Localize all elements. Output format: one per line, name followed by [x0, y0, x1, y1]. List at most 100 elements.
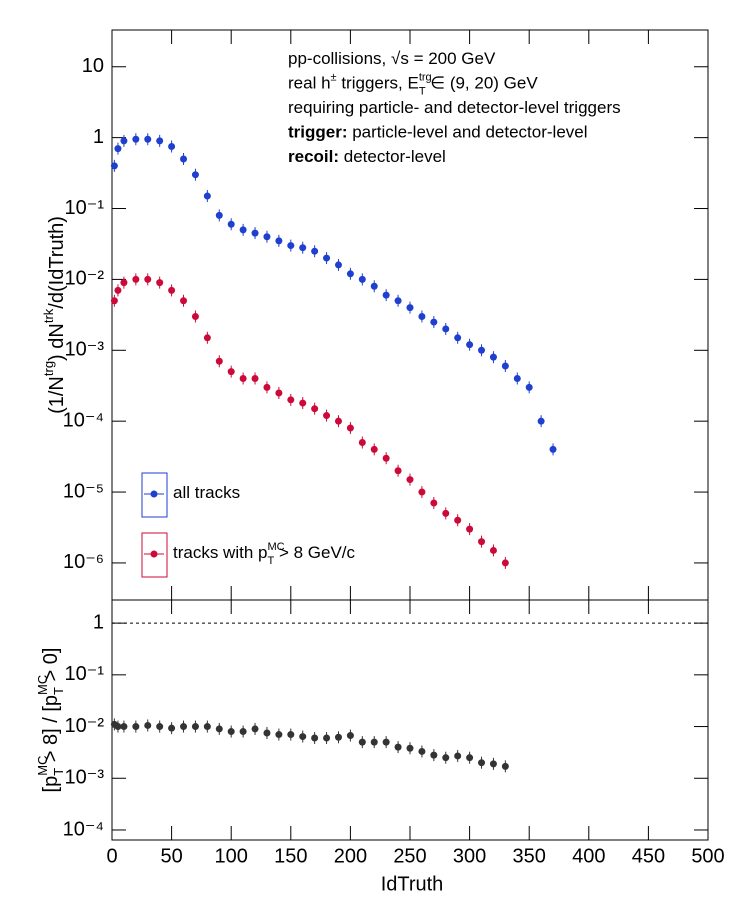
- data-point: [191, 312, 199, 320]
- text-part: recoil:: [288, 147, 339, 166]
- x-tick-label: 500: [691, 845, 724, 867]
- data-point: [203, 334, 211, 342]
- data-point: [442, 754, 450, 762]
- y-tick-label: 10⁻⁴: [63, 409, 104, 431]
- data-point: [227, 220, 235, 228]
- data-point: [203, 723, 211, 731]
- data-point: [251, 374, 259, 382]
- text-part: pp-collisions,: [288, 49, 391, 68]
- data-point: [501, 559, 509, 567]
- x-tick-label: 350: [513, 845, 546, 867]
- data-point: [394, 297, 402, 305]
- y-tick-label: 10⁻⁵: [63, 480, 104, 502]
- data-point: [466, 754, 474, 762]
- text-part: √s: [391, 49, 409, 68]
- data-point: [287, 396, 295, 404]
- data-point: [156, 723, 164, 731]
- data-point: [406, 476, 414, 484]
- data-point: [239, 728, 247, 736]
- text-part: trg: [419, 72, 432, 84]
- data-point: [382, 738, 390, 746]
- text-part: MC: [267, 541, 284, 553]
- rich-text: (1/Ntrg) dNtrk/d(IdTruth): [41, 216, 68, 414]
- text-part: ±: [331, 72, 337, 84]
- data-point: [513, 374, 521, 382]
- data-point: [227, 728, 235, 736]
- text-part: trg: [41, 361, 56, 376]
- x-tick-label: 300: [453, 845, 486, 867]
- data-point: [346, 732, 354, 740]
- text-part: all tracks: [173, 483, 240, 502]
- data-point: [430, 499, 438, 507]
- data-point: [110, 162, 118, 170]
- text-part: (1/N: [46, 376, 68, 414]
- y-tick-label: 10: [82, 55, 104, 77]
- data-point: [156, 137, 164, 145]
- data-point: [501, 362, 509, 370]
- x-tick-label: 450: [632, 845, 665, 867]
- y-tick-label: 10⁻³: [65, 339, 105, 361]
- text-part: T: [267, 555, 274, 567]
- text-part: T: [51, 768, 66, 776]
- data-point: [537, 417, 545, 425]
- data-point: [299, 244, 307, 252]
- data-point: [263, 729, 271, 737]
- rich-text: pp-collisions, √s = 200 GeV: [288, 49, 496, 68]
- y-tick-label: 10⁻¹: [65, 663, 105, 685]
- data-point: [180, 723, 188, 731]
- text-part: trigger:: [288, 123, 348, 142]
- rich-text: real h± triggers, Etrg T ∈ (9, 20) GeV: [288, 72, 538, 98]
- data-point: [311, 734, 319, 742]
- data-point: [323, 734, 331, 742]
- data-point: [358, 439, 366, 447]
- data-point: [275, 389, 283, 397]
- data-point: [180, 297, 188, 305]
- data-point: [132, 275, 140, 283]
- text-part: [p: [40, 776, 62, 793]
- text-part: trk: [41, 308, 56, 323]
- data-point: [191, 723, 199, 731]
- y-tick-label: 10⁻²: [65, 268, 105, 290]
- data-point: [382, 454, 390, 462]
- text-part: particle-level and detector-level: [348, 123, 588, 142]
- data-point: [144, 275, 152, 283]
- data-point: [549, 445, 557, 453]
- data-point: [489, 353, 497, 361]
- data-point: [454, 752, 462, 760]
- data-point: [287, 242, 295, 250]
- data-point: [430, 751, 438, 759]
- data-point: [299, 733, 307, 741]
- data-point: [418, 488, 426, 496]
- text-part: triggers, E: [337, 74, 419, 93]
- data-point: [478, 346, 486, 354]
- data-point: [144, 721, 152, 729]
- legend-marker: [150, 550, 158, 558]
- data-point: [215, 725, 223, 733]
- data-point: [334, 417, 342, 425]
- text-part: T: [419, 85, 426, 97]
- text-part: T: [51, 687, 66, 695]
- rich-text: [pMCT > 8] / [pMCT > 0]: [35, 648, 66, 793]
- x-tick-label: 200: [334, 845, 367, 867]
- x-tick-label: 0: [106, 845, 117, 867]
- y-tick-label: 10⁻⁶: [63, 551, 104, 573]
- rich-text: requiring particle- and detector-level t…: [288, 98, 621, 117]
- data-point: [114, 145, 122, 153]
- data-point: [454, 516, 462, 524]
- y-tick-label: 10⁻¹: [65, 197, 105, 219]
- x-tick-label: 50: [160, 845, 182, 867]
- rich-text: all tracks: [173, 483, 240, 502]
- data-point: [114, 723, 122, 731]
- text-part: > 0]: [40, 648, 62, 687]
- x-tick-label: 150: [274, 845, 307, 867]
- data-point: [311, 405, 319, 413]
- data-point: [215, 357, 223, 365]
- data-point: [370, 738, 378, 746]
- text-part: > 8] / [p: [40, 695, 62, 768]
- data-point: [406, 304, 414, 312]
- data-point: [418, 312, 426, 320]
- data-point: [287, 731, 295, 739]
- rich-text: trigger: particle-level and detector-lev…: [288, 123, 588, 142]
- data-point: [501, 762, 509, 770]
- data-point: [346, 270, 354, 278]
